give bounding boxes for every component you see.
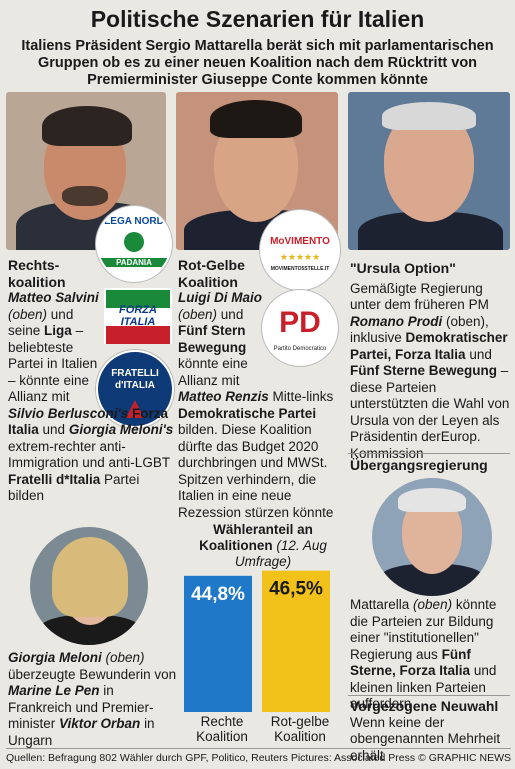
bar-2 xyxy=(262,570,330,712)
divider-transition xyxy=(348,453,510,454)
pd-logo-sub: Partito Democratico xyxy=(273,346,327,352)
bar-1 xyxy=(184,575,252,712)
photo-meloni xyxy=(30,527,148,645)
bar-value-2: 46,5% xyxy=(269,579,323,600)
meloni-text: Giorgia Meloni (oben) überzeugte Bewunde… xyxy=(8,650,177,748)
lega-nord-logo: LEGA NORD PADANIA xyxy=(98,208,170,280)
forza-logo-text: FORZA ITALIA xyxy=(119,304,157,328)
photo-mattarella xyxy=(372,478,492,596)
transition-header: Übergangsregierung xyxy=(350,457,488,473)
m5s-logo: MoVIMENTO ★★★★★ MOVIMENTO5STELLE.IT xyxy=(262,212,338,288)
page-title: Politische Szenarien für Italien xyxy=(90,6,425,32)
footer: Quellen: Befragung 802 Wähler durch GPF,… xyxy=(6,748,511,764)
forza-italia-logo: FORZA ITALIA xyxy=(104,288,172,344)
footer-credit: © GRAPHIC NEWS xyxy=(418,752,511,764)
early-body: Wenn keine der obengenannten Mehrheit er… xyxy=(350,714,501,763)
bar-label-redyellow: Rot-gelbe Koalition xyxy=(270,714,330,744)
m5s-logo-sub: MOVIMENTO5STELLE.IT xyxy=(270,266,330,272)
m5s-logo-text: MoVIMENTO xyxy=(270,236,330,247)
bar-value-1: 44,8% xyxy=(191,584,245,605)
lega-logo-text: LEGA NORD xyxy=(104,216,164,227)
photo-prodi xyxy=(348,92,510,250)
early-header: Vorgezogene Neuwahl xyxy=(350,698,499,714)
col1-text: Rechts-koalition Matteo Salvini (oben) u… xyxy=(8,257,178,505)
early-text: Vorgezogene Neuwahl Wenn keine der obeng… xyxy=(350,698,512,764)
vote-share-chart: 44,8% 46,5% xyxy=(184,570,330,712)
col3-header: "Ursula Option" xyxy=(350,260,456,276)
divider-early xyxy=(348,695,510,696)
page-subtitle: Italiens Präsident Sergio Mattarella ber… xyxy=(21,38,494,88)
col2-text: Rot-Gelbe Koalition Luigi Di Maio (oben) … xyxy=(178,257,342,521)
chart-title: Wähleranteil an Koalitionen (12. Aug Umfr… xyxy=(199,522,327,569)
fratelli-italia-logo: FRATELLI d'ITALIA xyxy=(98,352,172,426)
col1-header: Rechts-koalition xyxy=(8,257,66,290)
footer-sources: Quellen: Befragung 802 Wähler durch GPF,… xyxy=(6,752,416,764)
pd-logo: PD Partito Democratico xyxy=(264,292,336,364)
bar-label-right: Rechte Koalition xyxy=(196,714,248,744)
pd-logo-text: PD xyxy=(279,306,321,339)
fratelli-logo-text: FRATELLI d'ITALIA xyxy=(111,368,159,391)
lega-logo-sub: PADANIA xyxy=(98,258,170,267)
col3-text: "Ursula Option" Gemäßigte Regierung unte… xyxy=(350,260,512,462)
col2-header: Rot-Gelbe Koalition xyxy=(178,257,245,290)
transition-text: Mattarella (oben) könnte die Parteien zu… xyxy=(350,597,497,711)
